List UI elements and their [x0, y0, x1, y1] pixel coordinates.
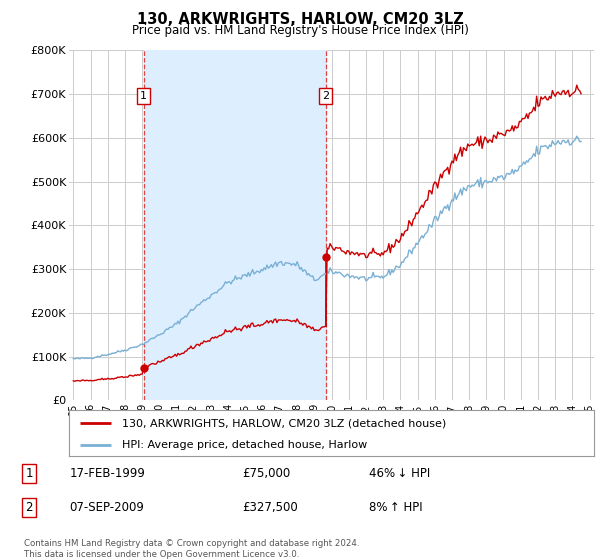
Text: 1: 1 — [140, 91, 147, 101]
Text: £327,500: £327,500 — [242, 501, 298, 514]
Text: 8% ↑ HPI: 8% ↑ HPI — [369, 501, 423, 514]
Text: 46% ↓ HPI: 46% ↓ HPI — [369, 467, 430, 480]
Text: £75,000: £75,000 — [242, 467, 290, 480]
Text: Contains HM Land Registry data © Crown copyright and database right 2024.
This d: Contains HM Land Registry data © Crown c… — [24, 539, 359, 559]
Text: 2: 2 — [26, 501, 33, 514]
Bar — [143, 50, 326, 400]
Text: Price paid vs. HM Land Registry's House Price Index (HPI): Price paid vs. HM Land Registry's House … — [131, 24, 469, 37]
Text: HPI: Average price, detached house, Harlow: HPI: Average price, detached house, Harl… — [121, 440, 367, 450]
Text: 1: 1 — [26, 467, 33, 480]
Text: 2: 2 — [322, 91, 329, 101]
Text: 17-FEB-1999: 17-FEB-1999 — [70, 467, 145, 480]
Text: 130, ARKWRIGHTS, HARLOW, CM20 3LZ: 130, ARKWRIGHTS, HARLOW, CM20 3LZ — [137, 12, 463, 27]
Text: 130, ARKWRIGHTS, HARLOW, CM20 3LZ (detached house): 130, ARKWRIGHTS, HARLOW, CM20 3LZ (detac… — [121, 418, 446, 428]
Text: 07-SEP-2009: 07-SEP-2009 — [70, 501, 145, 514]
